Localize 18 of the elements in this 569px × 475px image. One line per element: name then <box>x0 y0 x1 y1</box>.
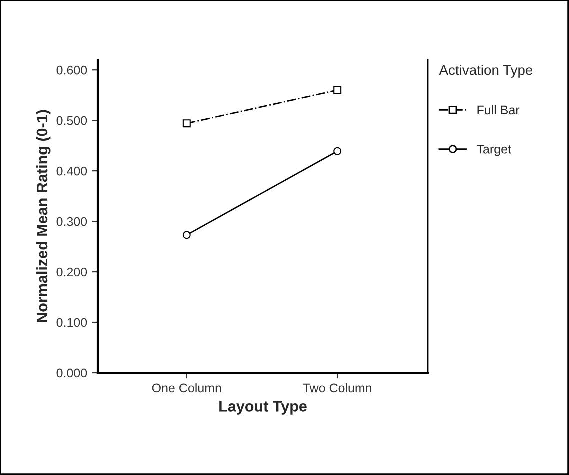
y-tick-label: 0.200 <box>56 268 88 277</box>
y-axis-title: Normalized Mean Rating (0-1) <box>36 110 51 322</box>
y-tick-label: 0.300 <box>56 217 88 226</box>
point <box>334 147 342 156</box>
legend-title: Activation Type <box>439 64 533 78</box>
y-tick-label: 0.500 <box>56 116 88 126</box>
x-tick-label: Two Column <box>303 383 372 393</box>
x-tick-label: One Column <box>152 383 222 393</box>
y-tick-label: 0.100 <box>56 318 88 328</box>
y-tick-label: 0.000 <box>56 368 88 378</box>
legend-label: Full Bar <box>478 105 520 115</box>
x-axis-title: Layout Type <box>220 401 307 415</box>
y-tick-label: 0.600 <box>56 66 88 75</box>
point <box>182 120 191 128</box>
point <box>334 86 342 94</box>
point <box>182 231 191 240</box>
y-tick-label: 0.400 <box>56 166 88 176</box>
legend-label: Target <box>477 145 512 156</box>
